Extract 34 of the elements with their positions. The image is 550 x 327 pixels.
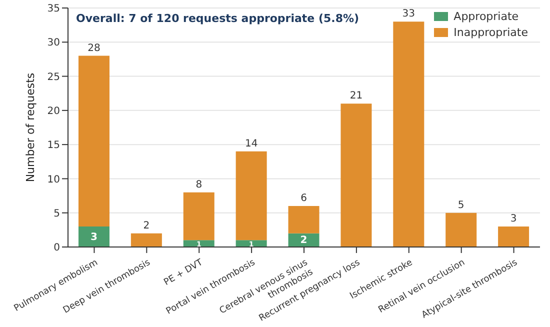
y-tick-label: 35 (47, 4, 60, 15)
bar (498, 226, 530, 247)
y-tick-label: 20 (47, 106, 60, 117)
total-label: 2 (143, 220, 150, 232)
data-label: 3 (90, 232, 98, 243)
total-label: 28 (88, 42, 100, 54)
y-tick-label: 30 (47, 38, 60, 49)
bar (183, 192, 214, 240)
bar (393, 22, 424, 247)
total-label: 14 (244, 138, 258, 150)
bar (236, 151, 267, 240)
bar (78, 226, 110, 247)
total-label: 6 (300, 193, 307, 204)
total-label: 5 (458, 200, 464, 211)
bar (78, 56, 110, 227)
y-tick-label: 15 (47, 140, 60, 152)
x-tick-label: PE + DVT (162, 258, 206, 288)
y-tick-label: 0 (54, 242, 60, 254)
total-label: 3 (510, 214, 517, 225)
y-tick-label: 5 (54, 208, 60, 220)
y-tick-label: 10 (47, 174, 60, 186)
total-label: 21 (350, 90, 363, 102)
legend-label: Appropriate (454, 10, 519, 23)
legend-label: Inappropriate (454, 26, 528, 39)
y-tick-label: 25 (47, 72, 60, 83)
bar (340, 104, 372, 247)
bar (288, 206, 320, 234)
total-label: 8 (196, 179, 202, 190)
bar (446, 212, 477, 247)
data-label: 2 (300, 235, 308, 246)
total-label: 33 (402, 8, 416, 20)
y-axis-title: Number of requests (24, 72, 37, 182)
annotation: Overall: 7 of 120 requests appropriate (5.8%) (76, 12, 360, 25)
bar (130, 233, 162, 247)
